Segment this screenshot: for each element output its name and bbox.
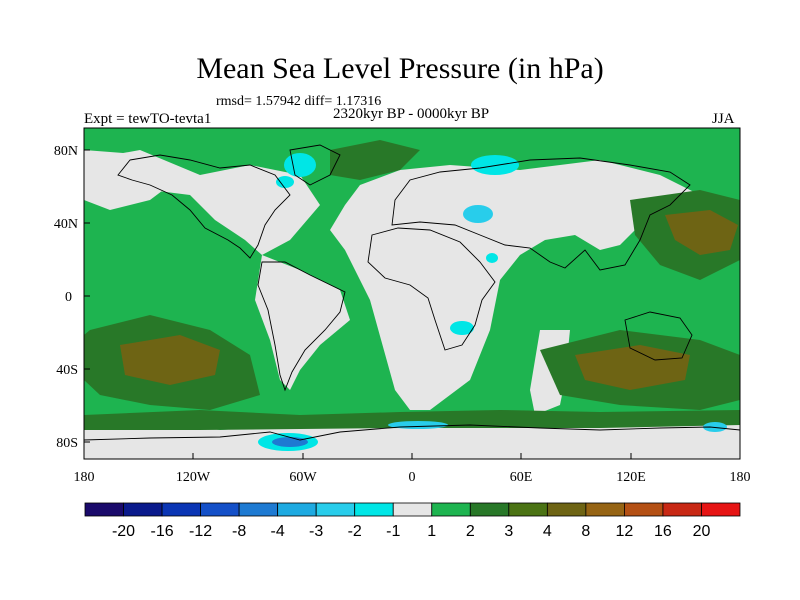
ytick-label: 40N <box>54 217 78 232</box>
colorbar-swatch <box>701 502 741 517</box>
colorbar-label: 20 <box>693 523 711 540</box>
experiment-label: Expt = tewTO-tevta1 <box>84 111 212 127</box>
colorbar-swatch <box>238 502 279 517</box>
x-axis-labels: 180 120W 60W 0 60E 120E 180 <box>74 470 751 485</box>
colorbar-swatch <box>161 502 201 517</box>
field-neg-greenland <box>284 153 316 177</box>
colorbar-label: 16 <box>654 523 672 540</box>
xtick-label: 60W <box>289 470 317 485</box>
colorbar-swatch <box>469 502 510 517</box>
colorbar-swatch <box>315 502 356 517</box>
colorbar-swatch <box>662 502 702 517</box>
stats-text: rmsd= 1.57942 diff= 1.17316 <box>216 94 382 109</box>
field-pos8-south-pacific <box>120 335 220 385</box>
pressure-field <box>84 128 740 459</box>
ytick-label: 80S <box>56 436 78 451</box>
coast-antarctica <box>84 424 740 441</box>
colorbar-label: -8 <box>232 523 246 540</box>
colorbar-label: -16 <box>150 523 173 540</box>
field-pos3-north-atlantic <box>330 140 420 180</box>
field-neg-antarctic-coast <box>388 421 448 429</box>
colorbar-label: -20 <box>112 523 135 540</box>
coast-greenland <box>289 144 341 186</box>
colorbar-label: -3 <box>309 523 323 540</box>
coastlines <box>84 144 740 441</box>
xtick-label: 180 <box>74 470 95 485</box>
xtick-label: 0 <box>409 470 416 485</box>
xtick-label: 120W <box>176 470 211 485</box>
field-neg-arabia <box>486 253 498 263</box>
coast-eurasia <box>391 157 691 271</box>
field-pos3-antarctic-band <box>84 410 740 430</box>
field-neutral-pacific-north <box>84 150 170 210</box>
colorbar-label: -12 <box>189 523 212 540</box>
ytick-label: 80N <box>54 144 78 159</box>
colorbar-swatch <box>585 502 625 517</box>
plot-subtitle: 2320kyr BP - 0000kyr BP <box>332 106 490 122</box>
field-neutral-south-america <box>255 255 350 390</box>
colorbar-swatch <box>624 502 664 517</box>
field-pos8-west-pacific <box>665 210 738 255</box>
colorbar-label: 3 <box>504 523 513 540</box>
colorbar-label: -1 <box>386 523 400 540</box>
xtick-label: 60E <box>510 470 533 485</box>
field-neg-south-africa <box>450 321 474 335</box>
colorbar-label: 2 <box>466 523 475 540</box>
colorbar-swatch <box>392 502 433 517</box>
field-neg-caspian <box>463 205 493 223</box>
colorbar-swatch <box>200 502 240 517</box>
ytick-label: 40S <box>56 363 78 378</box>
colorbar-swatch <box>277 502 317 517</box>
season-label: JJA <box>712 111 735 127</box>
colorbar-label: -4 <box>271 523 285 540</box>
colorbar-swatch <box>546 502 587 517</box>
colorbar-swatch <box>123 502 163 517</box>
coast-australia <box>624 311 693 361</box>
colorbar-label: 8 <box>581 523 590 540</box>
colorbar-label: 4 <box>543 523 552 540</box>
coast-north-america <box>117 154 291 259</box>
coast-south-america <box>257 261 346 392</box>
field-neg-ross <box>703 422 727 432</box>
field-pos8-southern-indian <box>575 345 690 390</box>
ytick-label: 0 <box>65 290 72 305</box>
plot-title: Mean Sea Level Pressure (in hPa) <box>196 52 604 85</box>
colorbar-swatch <box>354 502 394 517</box>
coast-africa <box>367 227 496 351</box>
colorbar-label: -2 <box>348 523 362 540</box>
y-axis-labels: 80N 40N 0 40S 80S <box>54 144 78 451</box>
colorbar-label: 12 <box>616 523 634 540</box>
field-neg-siberia <box>471 155 519 175</box>
field-neg-weddell-core <box>272 437 308 447</box>
colorbar-swatch <box>84 502 124 517</box>
colorbar-swatch <box>431 502 471 517</box>
colorbar: -20 -16 -12 -8 -4 -3 -2 -1 1 2 3 4 8 12 16 20 <box>84 502 741 540</box>
colorbar-label: 1 <box>427 523 436 540</box>
xtick-label: 180 <box>730 470 751 485</box>
colorbar-swatch <box>508 502 548 517</box>
xtick-label: 120E <box>616 470 646 485</box>
tick-marks <box>83 149 741 459</box>
field-neg-labrador <box>276 176 294 188</box>
